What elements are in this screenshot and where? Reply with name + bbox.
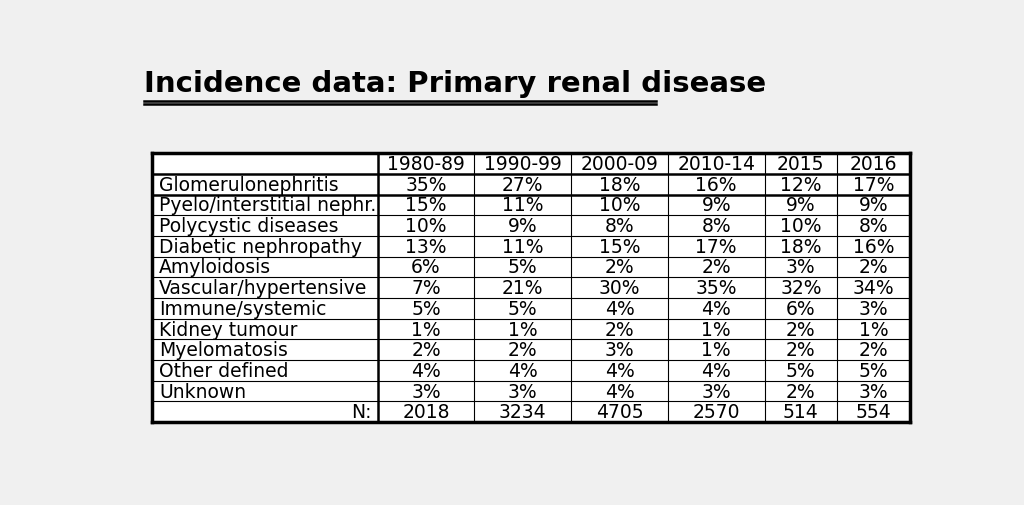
Text: Kidney tumour: Kidney tumour	[159, 320, 297, 339]
Text: 21%: 21%	[502, 279, 544, 297]
Text: 34%: 34%	[853, 279, 894, 297]
Text: 9%: 9%	[858, 196, 888, 215]
Text: 2570: 2570	[692, 402, 740, 421]
Text: 1%: 1%	[411, 320, 440, 339]
Text: 3234: 3234	[499, 402, 547, 421]
Text: 18%: 18%	[780, 237, 821, 256]
Text: 11%: 11%	[502, 196, 544, 215]
Text: 2015: 2015	[777, 155, 824, 174]
Text: Pyelo/interstitial nephr.: Pyelo/interstitial nephr.	[159, 196, 376, 215]
Text: Unknown: Unknown	[159, 382, 246, 401]
Text: 5%: 5%	[786, 361, 816, 380]
Text: 2010-14: 2010-14	[677, 155, 755, 174]
Text: 11%: 11%	[502, 237, 544, 256]
Text: 8%: 8%	[858, 217, 888, 236]
Text: 2%: 2%	[786, 320, 816, 339]
Text: 1%: 1%	[858, 320, 888, 339]
Text: 1980-89: 1980-89	[387, 155, 465, 174]
Text: 3%: 3%	[701, 382, 731, 401]
Text: 1990-99: 1990-99	[483, 155, 561, 174]
Text: 10%: 10%	[406, 217, 446, 236]
Text: 5%: 5%	[508, 258, 538, 277]
Text: 3%: 3%	[858, 299, 888, 318]
Text: 3%: 3%	[858, 382, 888, 401]
Text: 6%: 6%	[786, 299, 816, 318]
Text: 3%: 3%	[786, 258, 816, 277]
Text: 9%: 9%	[508, 217, 538, 236]
Text: 5%: 5%	[411, 299, 440, 318]
Text: 2016: 2016	[850, 155, 897, 174]
Text: Polycystic diseases: Polycystic diseases	[159, 217, 339, 236]
Text: 32%: 32%	[780, 279, 821, 297]
Text: Vascular/hypertensive: Vascular/hypertensive	[159, 279, 368, 297]
Text: 16%: 16%	[853, 237, 894, 256]
Text: 10%: 10%	[599, 196, 640, 215]
Text: 2%: 2%	[858, 340, 888, 360]
Text: Glomerulonephritis: Glomerulonephritis	[159, 175, 339, 194]
Text: Diabetic nephropathy: Diabetic nephropathy	[159, 237, 361, 256]
Text: 9%: 9%	[701, 196, 731, 215]
Text: 4%: 4%	[701, 299, 731, 318]
Text: 2000-09: 2000-09	[581, 155, 658, 174]
Text: Myelomatosis: Myelomatosis	[159, 340, 288, 360]
Text: Incidence data: Primary renal disease: Incidence data: Primary renal disease	[143, 70, 766, 98]
Text: 18%: 18%	[599, 175, 640, 194]
Text: 35%: 35%	[406, 175, 446, 194]
Text: 2%: 2%	[604, 258, 634, 277]
Text: 3%: 3%	[411, 382, 440, 401]
Text: Immune/systemic: Immune/systemic	[159, 299, 327, 318]
Text: 27%: 27%	[502, 175, 544, 194]
Text: 17%: 17%	[695, 237, 737, 256]
Text: 2%: 2%	[701, 258, 731, 277]
Text: 4705: 4705	[596, 402, 643, 421]
Text: 13%: 13%	[406, 237, 446, 256]
Text: 554: 554	[855, 402, 891, 421]
Text: 2%: 2%	[786, 340, 816, 360]
Text: 4%: 4%	[701, 361, 731, 380]
Text: 15%: 15%	[599, 237, 640, 256]
Text: Amyloidosis: Amyloidosis	[159, 258, 271, 277]
Text: 16%: 16%	[695, 175, 737, 194]
Text: 4%: 4%	[508, 361, 538, 380]
Text: 17%: 17%	[853, 175, 894, 194]
Text: 1%: 1%	[701, 320, 731, 339]
Text: 2%: 2%	[411, 340, 440, 360]
Text: 514: 514	[783, 402, 819, 421]
Text: 2%: 2%	[604, 320, 634, 339]
Text: 2%: 2%	[786, 382, 816, 401]
Text: 30%: 30%	[599, 279, 640, 297]
Text: 8%: 8%	[701, 217, 731, 236]
Text: 1%: 1%	[508, 320, 538, 339]
Text: 2%: 2%	[508, 340, 538, 360]
Text: 7%: 7%	[411, 279, 440, 297]
Text: 8%: 8%	[604, 217, 634, 236]
Text: N:: N:	[351, 402, 372, 421]
Text: 15%: 15%	[406, 196, 446, 215]
Text: 4%: 4%	[604, 382, 634, 401]
Text: 3%: 3%	[508, 382, 538, 401]
Text: 4%: 4%	[604, 299, 634, 318]
Text: 2018: 2018	[402, 402, 450, 421]
Text: 4%: 4%	[411, 361, 440, 380]
Text: 3%: 3%	[604, 340, 634, 360]
Text: 5%: 5%	[858, 361, 888, 380]
Text: 6%: 6%	[411, 258, 440, 277]
Text: 12%: 12%	[780, 175, 821, 194]
Text: 10%: 10%	[780, 217, 821, 236]
Text: 2%: 2%	[858, 258, 888, 277]
Text: 35%: 35%	[695, 279, 737, 297]
Text: 1%: 1%	[701, 340, 731, 360]
Text: 4%: 4%	[604, 361, 634, 380]
Text: 9%: 9%	[786, 196, 816, 215]
Text: 5%: 5%	[508, 299, 538, 318]
Text: Other defined: Other defined	[159, 361, 289, 380]
